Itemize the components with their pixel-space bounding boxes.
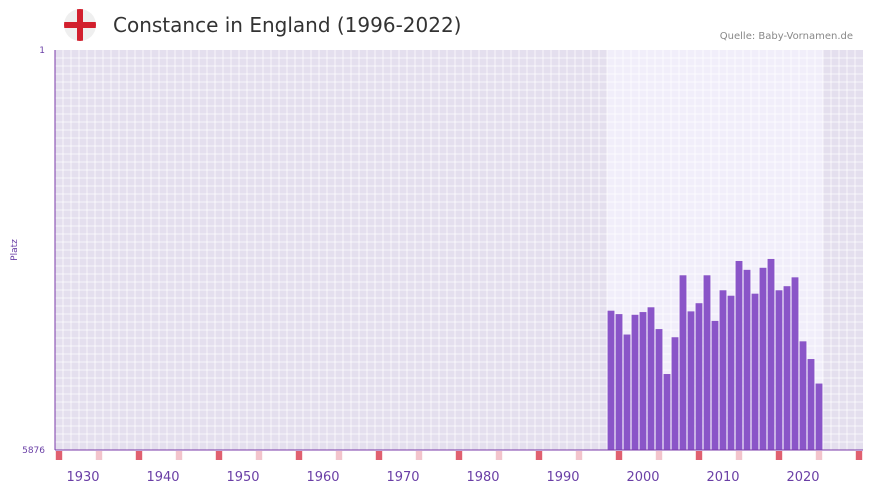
x-tick-1950: 1950 xyxy=(226,470,259,485)
year-marker-2012 xyxy=(735,451,743,460)
bar-2015[interactable] xyxy=(759,267,767,450)
year-marker-1952 xyxy=(255,451,263,460)
year-marker-1962 xyxy=(335,451,343,460)
year-marker-2027 xyxy=(855,451,863,460)
year-marker-1947 xyxy=(215,451,223,460)
bar-2010[interactable] xyxy=(719,290,727,450)
y-axis-title: Platz xyxy=(10,239,20,261)
x-tick-1970: 1970 xyxy=(386,470,419,485)
bar-1997[interactable] xyxy=(615,314,623,450)
x-tick-2000: 2000 xyxy=(626,470,659,485)
bar-2021[interactable] xyxy=(807,359,815,450)
bar-2009[interactable] xyxy=(711,320,719,450)
bar-2002[interactable] xyxy=(655,329,663,450)
bar-2019[interactable] xyxy=(791,277,799,450)
x-tick-1980: 1980 xyxy=(466,470,499,485)
bar-2008[interactable] xyxy=(703,275,711,450)
year-marker-1942 xyxy=(175,451,183,460)
x-tick-2010: 2010 xyxy=(706,470,739,485)
year-marker-1987 xyxy=(535,451,543,460)
year-marker-1927 xyxy=(55,451,63,460)
bar-2007[interactable] xyxy=(695,303,703,450)
bar-2018[interactable] xyxy=(783,286,791,450)
year-marker-1967 xyxy=(375,451,383,460)
year-marker-1937 xyxy=(135,451,143,460)
bar-2000[interactable] xyxy=(639,312,647,450)
grid xyxy=(54,50,863,450)
year-marker-1992 xyxy=(575,451,583,460)
y-tick-bottom: 5876 xyxy=(22,446,45,456)
bar-1998[interactable] xyxy=(623,334,631,450)
x-tick-1990: 1990 xyxy=(546,470,579,485)
bar-2001[interactable] xyxy=(647,307,655,450)
year-marker-1977 xyxy=(455,451,463,460)
bar-2017[interactable] xyxy=(775,290,783,450)
year-marker-1972 xyxy=(415,451,423,460)
chart-title: Constance in England (1996-2022) xyxy=(113,13,462,37)
year-marker-2002 xyxy=(655,451,663,460)
x-tick-1960: 1960 xyxy=(306,470,339,485)
bar-2011[interactable] xyxy=(727,295,735,450)
england-flag-icon xyxy=(64,9,96,41)
x-tick-1940: 1940 xyxy=(146,470,179,485)
year-marker-2022 xyxy=(815,451,823,460)
year-marker-2007 xyxy=(695,451,703,460)
year-marker-1997 xyxy=(615,451,623,460)
year-marker-1957 xyxy=(295,451,303,460)
bar-1996[interactable] xyxy=(607,310,615,450)
chart-header: Constance in England (1996-2022) Quelle:… xyxy=(0,0,873,50)
x-tick-2020: 2020 xyxy=(786,470,819,485)
bar-2016[interactable] xyxy=(767,258,775,450)
year-marker-1932 xyxy=(95,451,103,460)
x-tick-1930: 1930 xyxy=(66,470,99,485)
bar-1999[interactable] xyxy=(631,314,639,450)
y-tick-top: 1 xyxy=(39,46,45,56)
bar-2003[interactable] xyxy=(663,374,671,450)
year-marker-2017 xyxy=(775,451,783,460)
bar-2013[interactable] xyxy=(743,269,751,450)
bar-2006[interactable] xyxy=(687,311,695,450)
source-link[interactable]: Quelle: Baby-Vornamen.de xyxy=(719,31,853,42)
bar-2005[interactable] xyxy=(679,275,687,450)
bar-2014[interactable] xyxy=(751,293,759,450)
year-marker-1982 xyxy=(495,451,503,460)
bar-2020[interactable] xyxy=(799,341,807,450)
bar-2004[interactable] xyxy=(671,337,679,450)
bar-2012[interactable] xyxy=(735,260,743,450)
bar-2022[interactable] xyxy=(815,383,823,450)
